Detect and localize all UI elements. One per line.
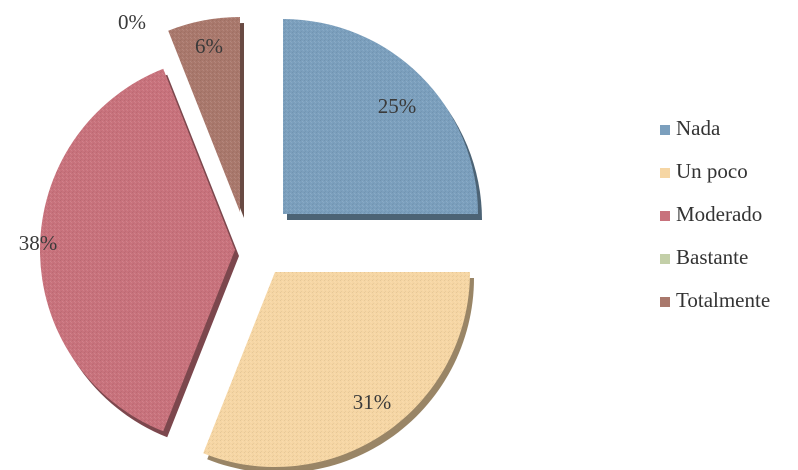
data-label-nada: 25% bbox=[378, 94, 417, 118]
legend: Nada Un poco Moderado Bastante Totalmente bbox=[660, 116, 770, 312]
slice-labels: 25% 31% 38% 0% 6% bbox=[19, 10, 417, 414]
pie-slices bbox=[39, 17, 482, 470]
slice-texture-nada bbox=[283, 19, 478, 214]
data-label-totalmente: 6% bbox=[195, 34, 223, 58]
slice-texture-moderado bbox=[39, 68, 236, 432]
slice-texture-totalmente bbox=[168, 17, 240, 212]
legend-swatch-bastante bbox=[660, 254, 670, 264]
legend-swatch-nada bbox=[660, 125, 670, 135]
legend-swatch-un-poco bbox=[660, 168, 670, 178]
legend-swatch-totalmente bbox=[660, 297, 670, 307]
legend-label-un-poco: Un poco bbox=[676, 159, 748, 183]
data-label-un-poco: 31% bbox=[353, 390, 392, 414]
legend-label-bastante: Bastante bbox=[676, 245, 748, 269]
data-label-bastante: 0% bbox=[118, 10, 146, 34]
slice-texture-un-poco bbox=[203, 272, 471, 467]
legend-label-moderado: Moderado bbox=[676, 202, 762, 226]
data-label-moderado: 38% bbox=[19, 231, 58, 255]
legend-label-totalmente: Totalmente bbox=[676, 288, 770, 312]
legend-swatch-moderado bbox=[660, 211, 670, 221]
legend-label-nada: Nada bbox=[676, 116, 721, 140]
